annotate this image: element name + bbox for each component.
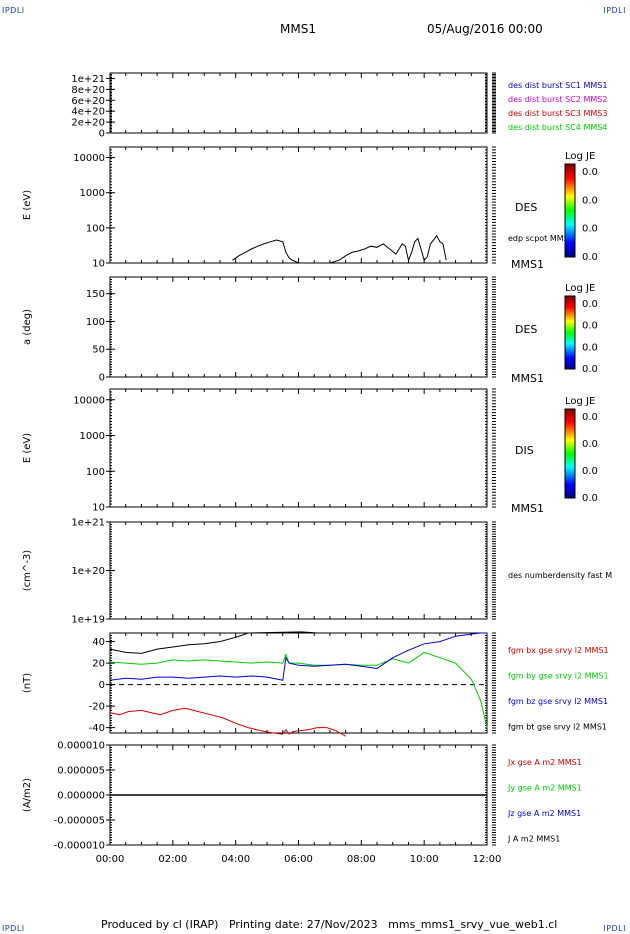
corner-label-top-right: IPDLI (603, 6, 626, 15)
instrument-label: DES (515, 201, 537, 214)
colorbar-scale (564, 163, 576, 258)
y-tick-label: 0.000010 (57, 741, 105, 752)
colorbar-tick-label: 0.0 (582, 195, 598, 206)
y-tick-label: 100 (86, 317, 105, 328)
x-tick-label: 08:00 (347, 854, 376, 865)
legend-entry: fgm bx gse srvy l2 MMS1 (508, 646, 609, 655)
y-axis-label: E (eV) (22, 190, 33, 220)
colorbar-tick-label: 0.0 (582, 364, 598, 375)
colorbar-tick-label: 0.0 (582, 342, 598, 353)
x-tick-label: 10:00 (410, 854, 439, 865)
colorbar-tick-label: 0.0 (582, 321, 598, 332)
panel-frame-density (109, 521, 488, 620)
y-tick-label: 0 (99, 129, 105, 140)
y-tick-label: 10 (92, 259, 105, 270)
y-tick-label: 0 (99, 680, 105, 691)
panel-frame-dis_energy (109, 388, 488, 508)
panel-frame-burst (109, 72, 488, 134)
colorbar-tick-label: 0.0 (582, 224, 598, 235)
y-tick-label: 8e+20 (71, 85, 105, 96)
series-line-bt (109, 631, 318, 654)
y-tick-label: 1e+21 (71, 518, 105, 529)
y-tick-label: 1e+21 (71, 74, 105, 85)
legend-entry: fgm bz gse srvy l2 MMS1 (508, 697, 608, 706)
y-tick-label: 0.000000 (57, 791, 105, 802)
y-tick-label: -40 (89, 723, 105, 734)
legend-entry: des numberdensity fast M (508, 571, 612, 580)
y-axis-label: (cm^-3) (22, 550, 33, 591)
y-axis-label: (A/m2) (22, 778, 33, 812)
panel-frame-des_pitch (109, 276, 488, 378)
colorbar-tick-label: 0.0 (582, 252, 598, 263)
colorbar-scale (564, 295, 576, 370)
series-label: edp scpot MMS1 (508, 234, 574, 243)
colorbar-tick-label: 0.0 (582, 167, 598, 178)
legend-entry: des dist burst SC1 MMS1 (508, 81, 607, 90)
legend-entry: fgm by gse srvy l2 MMS1 (508, 672, 609, 681)
y-tick-label: 20 (92, 659, 105, 670)
y-tick-label: 50 (92, 345, 105, 356)
x-tick-label: 12:00 (473, 854, 502, 865)
series-line-bz (109, 632, 487, 681)
y-tick-label: 10000 (73, 153, 105, 164)
legend-entry: Jy gse A m2 MMS1 (507, 784, 582, 793)
y-tick-label: 150 (86, 289, 105, 300)
footer-text: Produced by cl (IRAP) Printing date: 27/… (101, 918, 558, 931)
colorbar-tick-label: 0.0 (582, 493, 598, 504)
x-tick-label: 00:00 (96, 854, 125, 865)
y-tick-label: 0.000005 (57, 766, 105, 777)
y-tick-label: 6e+20 (71, 96, 105, 107)
y-tick-label: 1e+20 (71, 566, 105, 577)
y-tick-label: 4e+20 (71, 107, 105, 118)
corner-label-bottom-left: IPDLI (2, 924, 25, 933)
spacecraft-label: MMS1 (511, 372, 544, 385)
spacecraft-label: MMS1 (511, 502, 544, 515)
colorbar-tick-label: 0.0 (582, 466, 598, 477)
colorbar-tick-label: 0.0 (582, 412, 598, 423)
y-tick-label: 1000 (80, 188, 105, 199)
instrument-label: DIS (515, 444, 534, 457)
colorbar-tick-label: 0.0 (582, 299, 598, 310)
colorbar-title: Log JE (565, 283, 595, 294)
datetime-title: 05/Aug/2016 00:00 (427, 22, 543, 36)
instrument-label: DES (515, 323, 537, 336)
x-tick-label: 06:00 (284, 854, 313, 865)
y-tick-label: 0 (99, 373, 105, 384)
series-line-scpot (232, 234, 447, 264)
series-line-bx (109, 707, 346, 737)
y-tick-label: 100 (86, 223, 105, 234)
legend-entry: fgm bt gse srvy l2 MMS1 (508, 723, 607, 732)
y-tick-label: 40 (92, 637, 105, 648)
legend-entry: des dist burst SC4 MMS4 (508, 123, 607, 132)
y-tick-label: 100 (86, 467, 105, 478)
corner-label-bottom-right: IPDLI (603, 924, 626, 933)
y-tick-label: 1000 (80, 431, 105, 442)
colorbar-title: Log JE (565, 151, 595, 162)
spacecraft-label: MMS1 (511, 258, 544, 271)
corner-label-top-left: IPDLI (2, 6, 25, 15)
y-tick-label: -0.000005 (54, 816, 105, 827)
colorbar-title: Log JE (565, 396, 595, 407)
x-tick-label: 02:00 (158, 854, 187, 865)
colorbar-tick-label: 0.0 (582, 439, 598, 450)
series-line-by (109, 651, 488, 728)
legend-entry: Jx gse A m2 MMS1 (507, 758, 582, 767)
legend-entry: Jz gse A m2 MMS1 (507, 809, 581, 818)
colorbar-scale (564, 408, 576, 499)
y-axis-label: E (eV) (22, 433, 33, 463)
legend-entry: des dist burst SC3 MMS3 (508, 109, 607, 118)
y-tick-label: 2e+20 (71, 118, 105, 129)
y-axis-label: a (deg) (22, 309, 33, 345)
y-axis-label: (nT) (22, 673, 33, 693)
x-tick-label: 04:00 (221, 854, 250, 865)
spacecraft-title: MMS1 (280, 22, 316, 36)
y-tick-label: 1e+19 (71, 615, 105, 626)
legend-entry: des dist burst SC2 MMS2 (508, 95, 607, 104)
legend-entry: J A m2 MMS1 (507, 835, 560, 844)
y-tick-label: 10 (92, 503, 105, 514)
y-tick-label: -20 (89, 702, 105, 713)
y-tick-label: 10000 (73, 395, 105, 406)
y-tick-label: -0.000010 (54, 841, 105, 852)
